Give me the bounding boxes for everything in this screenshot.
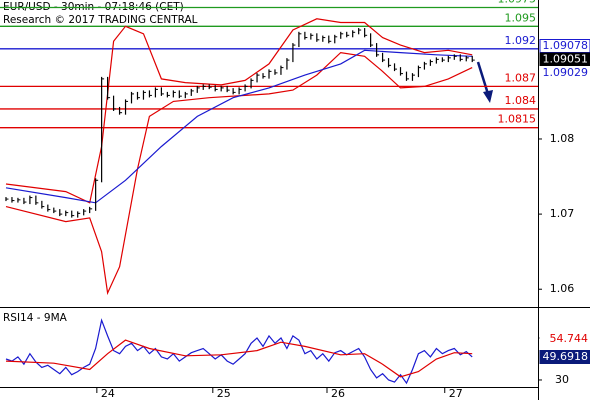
forecast-arrow [476,61,490,95]
level-label: 1.092 [505,34,537,47]
y-tick-label: 30 [555,373,569,386]
indicator-line [5,318,473,385]
value-label-box [539,350,590,364]
x-tick-label: 24 [101,387,115,400]
y-tick-label: 1.08 [550,132,575,145]
forecast-arrowhead [483,90,493,103]
price-label: 1.09078 [543,39,589,52]
indicator-line [5,18,473,204]
value-label: 54.744 [550,332,589,345]
level-label: 1.095 [505,11,537,24]
level-label: 1.0815 [498,113,537,126]
level-label: 1.087 [505,71,537,84]
x-tick-label: 25 [217,387,231,400]
level-label: 1.084 [505,94,537,107]
indicator-line [5,51,473,296]
value-label-box [539,332,590,346]
indicator-line [5,339,473,378]
rsi-title: RSI14 - 9MA [3,312,68,324]
indicator-line [5,49,473,204]
y-tick-label: 1.06 [550,282,575,295]
x-tick-label: 27 [449,387,463,400]
y-tick-label: 1.07 [550,207,575,220]
x-tick-label: 26 [331,387,345,400]
level-label: 1.0975 [498,0,537,6]
price-label: 1.09029 [543,66,589,79]
price-label: 1.09051 [543,53,589,66]
chart-subtitle: Research © 2017 TRADING CENTRAL [3,14,198,26]
price-label-box [539,66,590,80]
value-label: 49.6918 [543,350,589,363]
